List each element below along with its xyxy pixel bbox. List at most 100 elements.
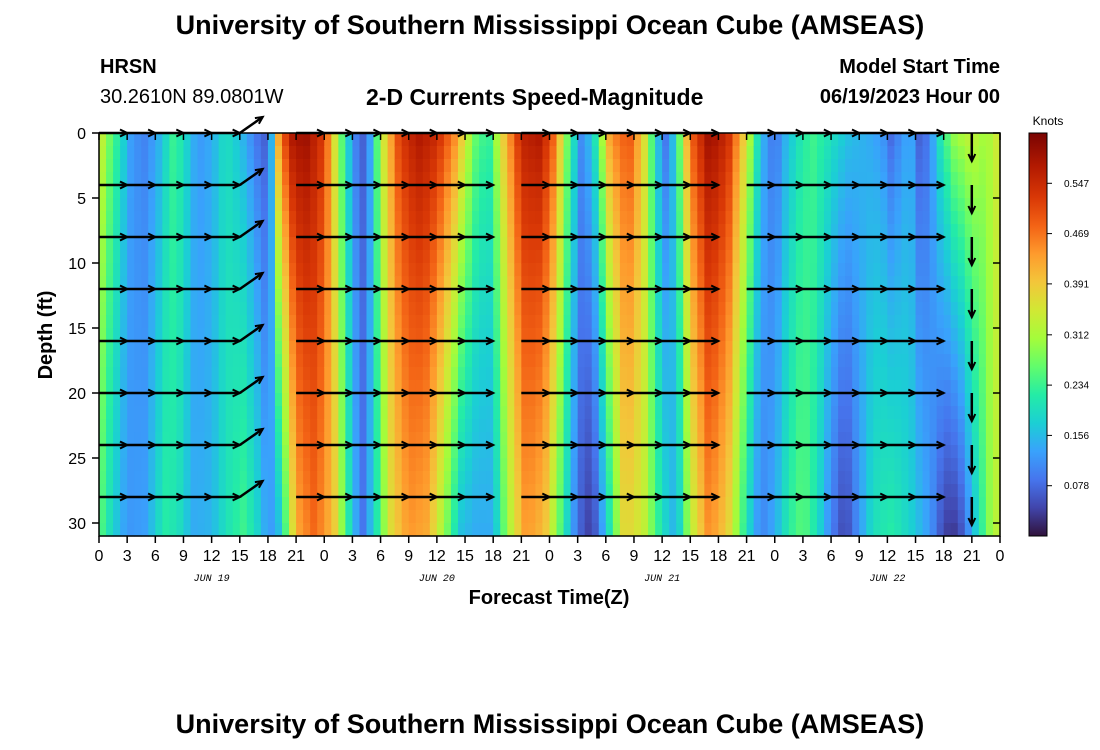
- heatmap-cell: [289, 484, 297, 498]
- heatmap-cell: [676, 198, 684, 212]
- heatmap-cell: [211, 341, 220, 355]
- heatmap-cell: [282, 510, 290, 524]
- heatmap-cell: [598, 406, 607, 420]
- heatmap-cell: [183, 289, 192, 303]
- heatmap-cell: [134, 393, 142, 407]
- heatmap-cell: [331, 315, 339, 329]
- heatmap-cell: [943, 419, 952, 433]
- heatmap-cell: [929, 237, 938, 251]
- heatmap-cell: [535, 497, 544, 511]
- heatmap-cell: [162, 198, 170, 212]
- heatmap-cell: [950, 510, 959, 524]
- heatmap-cell: [774, 380, 783, 394]
- heatmap-cell: [211, 419, 220, 433]
- x-tick-label: 12: [878, 548, 896, 565]
- heatmap-cell: [641, 341, 649, 355]
- heatmap-cell: [894, 380, 903, 394]
- heatmap-cell: [113, 419, 121, 433]
- heatmap-cell: [950, 159, 959, 173]
- heatmap-cell: [704, 198, 712, 212]
- heatmap-cell: [633, 510, 642, 524]
- heatmap-cell: [324, 419, 332, 433]
- heatmap-cell: [415, 198, 424, 212]
- heatmap-cell: [331, 146, 339, 160]
- heatmap-cell: [465, 367, 473, 381]
- heatmap-cell: [99, 406, 107, 420]
- heatmap-cell: [366, 302, 375, 316]
- heatmap-cell: [746, 510, 755, 524]
- x-tick-label: 0: [545, 548, 554, 565]
- heatmap-cell: [500, 393, 508, 407]
- heatmap-cell: [436, 510, 445, 524]
- heatmap-cell: [521, 471, 529, 485]
- heatmap-cell: [584, 367, 593, 381]
- heatmap-cell: [387, 224, 396, 238]
- heatmap-cell: [866, 510, 874, 524]
- heatmap-cell: [725, 328, 734, 342]
- heatmap-cell: [880, 523, 888, 537]
- heatmap-cell: [218, 237, 227, 251]
- heatmap-cell: [978, 510, 987, 524]
- heatmap-cell: [824, 263, 832, 277]
- heatmap-cell: [845, 302, 853, 316]
- heatmap-cell: [957, 146, 966, 160]
- heatmap-cell: [141, 263, 149, 277]
- heatmap-cell: [401, 341, 410, 355]
- heatmap-cell: [563, 315, 572, 329]
- x-tick-label: 18: [484, 548, 502, 565]
- heatmap-cell: [725, 497, 734, 511]
- heatmap-cell: [732, 146, 741, 160]
- heatmap-cell: [148, 510, 156, 524]
- heatmap-cell: [380, 289, 389, 303]
- heatmap-cell: [155, 432, 163, 446]
- heatmap-cell: [683, 380, 691, 394]
- heatmap-cell: [415, 250, 424, 264]
- heatmap-cell: [901, 510, 910, 524]
- current-vector-arrowhead: [767, 232, 778, 242]
- heatmap-cell: [211, 315, 220, 329]
- heatmap-cell: [99, 133, 107, 147]
- heatmap-cell: [465, 185, 473, 199]
- heatmap-cell: [148, 458, 156, 472]
- heatmap-cell: [746, 328, 755, 342]
- heatmap-cell: [148, 159, 156, 173]
- heatmap-cell: [514, 250, 522, 264]
- heatmap-cell: [232, 523, 241, 537]
- heatmap-cell: [457, 185, 466, 199]
- heatmap-cell: [415, 185, 424, 199]
- heatmap-cell: [507, 406, 515, 420]
- heatmap-cell: [324, 367, 332, 381]
- current-vector-arrowhead: [175, 284, 186, 294]
- heatmap-cell: [457, 133, 466, 147]
- heatmap-cell: [964, 133, 973, 147]
- heatmap-cell: [106, 159, 114, 173]
- heatmap-cell: [106, 172, 114, 186]
- heatmap-cell: [641, 354, 649, 368]
- heatmap-cell: [528, 510, 537, 524]
- heatmap-cell: [338, 146, 346, 160]
- heatmap-cell: [676, 250, 684, 264]
- heatmap-cell: [120, 432, 128, 446]
- heatmap-cell: [556, 523, 565, 537]
- heatmap-cell: [577, 445, 586, 459]
- heatmap-cell: [514, 276, 522, 290]
- heatmap-cell: [267, 172, 276, 186]
- heatmap-cell: [317, 250, 325, 264]
- heatmap-cell: [289, 133, 297, 147]
- heatmap-cell: [303, 159, 311, 173]
- heatmap-cell: [317, 328, 325, 342]
- heatmap-cell: [788, 380, 797, 394]
- heatmap-cell: [873, 185, 881, 199]
- heatmap-cell: [183, 146, 192, 160]
- heatmap-cell: [155, 341, 163, 355]
- heatmap-cell: [908, 484, 917, 498]
- heatmap-cell: [845, 198, 853, 212]
- heatmap-cell: [676, 328, 684, 342]
- heatmap-cell: [598, 510, 607, 524]
- heatmap-cell: [486, 458, 494, 472]
- heatmap-cell: [908, 289, 917, 303]
- heatmap-cell: [521, 510, 529, 524]
- heatmap-cell: [155, 484, 163, 498]
- heatmap-cell: [570, 172, 579, 186]
- heatmap-cell: [887, 211, 896, 225]
